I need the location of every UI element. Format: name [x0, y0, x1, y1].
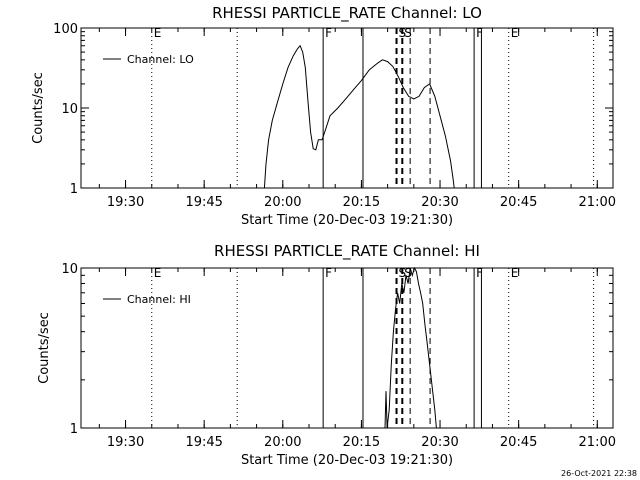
legend-entry: Channel: HI	[127, 293, 191, 306]
plot-frame	[80, 267, 614, 429]
event-marker-label: S	[404, 266, 412, 280]
x-tick-label: 20:30	[421, 435, 458, 450]
y-tick-label: 1	[70, 422, 78, 437]
x-tick-label: 20:00	[264, 435, 301, 450]
event-marker-label: S	[404, 26, 412, 40]
x-tick-label: 19:45	[185, 435, 222, 450]
chart-title: RHESSI PARTICLE_RATE Channel: LO	[212, 4, 482, 23]
y-tick-label: 10	[61, 102, 78, 117]
x-tick-label: 20:00	[264, 195, 301, 210]
x-tick-label: 21:00	[579, 435, 616, 450]
legend-entry: Channel: LO	[127, 53, 194, 66]
series-line	[263, 44, 455, 189]
panel-lo: RHESSI PARTICLE_RATE Channel: LO 19:30 19:…	[31, 4, 616, 228]
footer-timestamp: 26-Oct-2021 22:38	[561, 469, 637, 478]
panel-hi: RHESSI PARTICLE_RATE Channel: HI 19:30 19:…	[37, 242, 616, 468]
series-line	[384, 266, 437, 429]
x-tick-label: 21:00	[579, 195, 616, 210]
event-marker-label: E	[511, 266, 519, 280]
event-marker-label: F	[325, 26, 332, 40]
event-marker-label: F	[325, 266, 332, 280]
x-axis-label: Start Time (20-Dec-03 19:21:30)	[241, 453, 453, 468]
x-tick-label: 20:15	[343, 195, 380, 210]
event-marker-label: E	[154, 266, 162, 280]
event-marker-label: F	[476, 26, 483, 40]
chart-title: RHESSI PARTICLE_RATE Channel: HI	[214, 242, 480, 261]
y-tick-label: 10	[61, 262, 78, 277]
x-tick-label: 20:45	[500, 435, 537, 450]
y-axis-label: Counts/sec	[37, 312, 52, 384]
event-marker-label: F	[476, 266, 483, 280]
x-tick-label: 20:30	[421, 195, 458, 210]
x-tick-label: 19:30	[107, 195, 144, 210]
x-tick-label: 20:45	[500, 195, 537, 210]
x-tick-label: 20:15	[343, 435, 380, 450]
y-axis-label: Counts/sec	[31, 72, 46, 144]
x-tick-label: 19:45	[185, 195, 222, 210]
y-tick-label: 100	[53, 22, 78, 37]
x-tick-label: 19:30	[107, 435, 144, 450]
x-axis-label: Start Time (20-Dec-03 19:21:30)	[241, 213, 453, 228]
event-marker-label: E	[154, 26, 162, 40]
y-tick-label: 1	[70, 182, 78, 197]
event-marker-label: E	[511, 26, 519, 40]
